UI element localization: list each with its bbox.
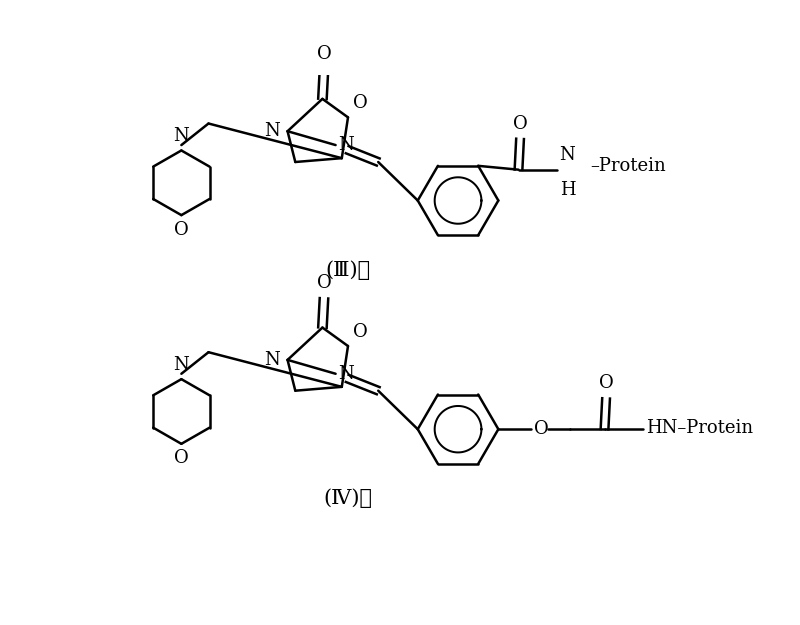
- Text: N: N: [174, 356, 190, 374]
- Text: –Protein: –Protein: [590, 157, 666, 175]
- Text: HN–Protein: HN–Protein: [646, 419, 753, 437]
- Text: O: O: [317, 46, 331, 64]
- Text: (Ⅲ)；: (Ⅲ)；: [326, 260, 370, 279]
- Text: (Ⅳ)。: (Ⅳ)。: [323, 489, 373, 508]
- Text: O: O: [598, 374, 614, 392]
- Text: H: H: [559, 181, 575, 199]
- Text: O: O: [354, 94, 368, 112]
- Text: O: O: [534, 420, 549, 438]
- Text: N: N: [264, 351, 280, 369]
- Text: O: O: [513, 115, 527, 132]
- Text: N: N: [264, 122, 280, 140]
- Text: N: N: [174, 127, 190, 145]
- Text: N: N: [559, 146, 575, 164]
- Text: O: O: [354, 322, 368, 341]
- Text: O: O: [317, 274, 331, 292]
- Text: N: N: [338, 136, 354, 154]
- Text: O: O: [174, 449, 189, 468]
- Text: N: N: [338, 365, 354, 382]
- Text: O: O: [174, 221, 189, 239]
